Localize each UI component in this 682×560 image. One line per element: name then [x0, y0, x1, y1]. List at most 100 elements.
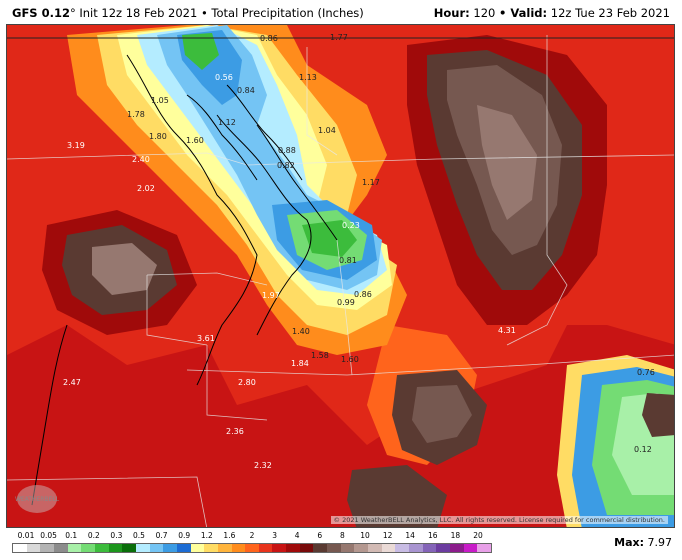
precip-value: 0.99 — [337, 298, 355, 307]
model-name: GFS 0.12 — [12, 6, 70, 20]
legend-tick-label: 0.5 — [133, 531, 145, 540]
legend-tick-label: 4 — [294, 531, 300, 540]
precip-maximum-west-core — [92, 243, 157, 295]
map-canvas: 0.86 1.77 0.56 1.13 0.84 1.05 1.78 1.12 … — [7, 25, 674, 527]
legend-color-cell — [190, 544, 205, 552]
precip-value: 1.04 — [318, 126, 336, 135]
precip-value: 2.47 — [63, 378, 81, 387]
precip-value: 1.78 — [127, 110, 145, 119]
legend-tick-label: 3 — [272, 531, 277, 540]
precip-value: 1.77 — [330, 33, 348, 42]
legend-color-cell — [81, 544, 95, 552]
precip-band-green-north — [182, 33, 219, 70]
precip-value: 0.86 — [260, 34, 278, 43]
legend-tick-label: 6 — [317, 531, 323, 540]
precip-value: 3.61 — [197, 334, 215, 343]
coastline — [31, 54, 338, 506]
precip-maximum-east — [642, 393, 674, 437]
legend-tick-label: 0.7 — [155, 531, 168, 540]
precipitation-map: 0.86 1.77 0.56 1.13 0.84 1.05 1.78 1.12 … — [6, 24, 675, 528]
legend-color-cell — [245, 544, 259, 552]
legend-tick-label: 18 — [450, 531, 461, 540]
precip-value: 2.40 — [132, 155, 150, 164]
precip-maximum-southwest — [347, 465, 447, 527]
legend-tick-label: 1.2 — [200, 531, 213, 540]
precip-value: 1.84 — [291, 359, 309, 368]
legend-color-cell — [13, 544, 27, 552]
legend-color-cell — [327, 544, 341, 552]
precip-value: 4.31 — [498, 326, 516, 335]
max-label: Max: — [614, 536, 644, 549]
legend-color-cell — [163, 544, 177, 552]
precip-value: 3.19 — [67, 141, 85, 150]
legend-color-cell — [272, 544, 287, 552]
precip-value: 0.86 — [354, 290, 372, 299]
precip-value: 0.12 — [634, 445, 652, 454]
valid-info: Hour: 120 • Valid: 12z Tue 23 Feb 2021 — [434, 6, 670, 20]
precip-value: 1.58 — [311, 351, 329, 360]
precip-value: 2.36 — [226, 427, 244, 436]
precip-value: 2.02 — [137, 184, 155, 193]
legend-color-cell — [258, 544, 273, 552]
legend-color-cell — [26, 544, 41, 552]
precip-maximum-south-inner — [412, 385, 472, 443]
legend-colorbar — [12, 543, 492, 553]
precip-band-dark-red — [7, 325, 674, 527]
legend-color-cell — [340, 544, 355, 552]
legend-color-cell — [450, 544, 464, 552]
legend-color-cell — [108, 544, 123, 552]
legend-color-cell — [94, 544, 109, 552]
legend-color-cell — [313, 544, 328, 552]
precip-band-green — [302, 220, 357, 257]
legend-tick-label: 2 — [249, 531, 255, 540]
legend-tick-label: 16 — [428, 531, 438, 540]
legend-color-cell — [149, 544, 164, 552]
legend-color-cell — [122, 544, 136, 552]
legend-tick-label: 14 — [405, 531, 415, 540]
legend-color-cell — [299, 544, 314, 552]
precip-value-labels: 0.86 1.77 0.56 1.13 0.84 1.05 1.78 1.12 … — [63, 33, 655, 470]
precip-value: 1.12 — [218, 118, 236, 127]
model-title: GFS 0.12° Init 12z 18 Feb 2021 • Total P… — [12, 6, 364, 20]
legend-color-cell — [204, 544, 218, 552]
legend-tick-label: 8 — [340, 531, 345, 540]
precip-value: 1.13 — [299, 73, 317, 82]
legend-color-cell — [436, 544, 450, 552]
run-info: ° Init 12z 18 Feb 2021 • Total Precipita… — [69, 6, 364, 20]
legend-color-cell — [67, 544, 82, 552]
legend-tick-label: 1.6 — [223, 531, 236, 540]
valid-label: • Valid: — [499, 6, 548, 20]
legend-tick-label: 12 — [382, 531, 393, 540]
legend-color-cell — [286, 544, 300, 552]
precip-value: 1.05 — [151, 96, 169, 105]
legend-tick-label: 20 — [473, 531, 483, 540]
legend-color-cell — [409, 544, 423, 552]
precip-value: 1.60 — [341, 355, 359, 364]
legend-tick-label: 0.2 — [87, 531, 100, 540]
legend-tick-label: 10 — [360, 531, 370, 540]
legend-tick-label: 0.05 — [40, 531, 57, 540]
legend-color-cell — [395, 544, 410, 552]
legend-color-cell — [354, 544, 369, 552]
legend-color-cell — [381, 544, 396, 552]
legend: 0.01 0.05 0.1 0.2 0.3 0.5 0.7 0.9 1.2 1.6 2 3 4 6 8 10 1… — [6, 531, 666, 559]
header: GFS 0.12° Init 12z 18 Feb 2021 • Total P… — [0, 0, 682, 24]
legend-color-cell — [463, 544, 478, 552]
legend-color-cell — [40, 544, 54, 552]
legend-labels: 0.01 0.05 0.1 0.2 0.3 0.5 0.7 0.9 1.2 1.6 2 3 4 6 8 10 1… — [6, 531, 486, 542]
max-value: Max: 7.97 — [614, 536, 672, 549]
precip-maximum-northeast-core — [477, 105, 537, 220]
legend-color-cell — [368, 544, 382, 552]
precip-value: 1.60 — [186, 136, 204, 145]
hour-label: Hour: — [433, 6, 470, 20]
precip-value: 0.84 — [237, 86, 255, 95]
precip-value: 1.97 — [262, 291, 280, 300]
legend-color-cell — [217, 544, 232, 552]
precip-value: 0.82 — [277, 161, 295, 170]
legend-tick-label: 0.3 — [110, 531, 123, 540]
legend-color-cell — [422, 544, 437, 552]
precip-value: 2.80 — [238, 378, 256, 387]
legend-color-cell — [53, 544, 68, 552]
legend-color-cell — [176, 544, 191, 552]
legend-tick-label: 0.9 — [178, 531, 191, 540]
